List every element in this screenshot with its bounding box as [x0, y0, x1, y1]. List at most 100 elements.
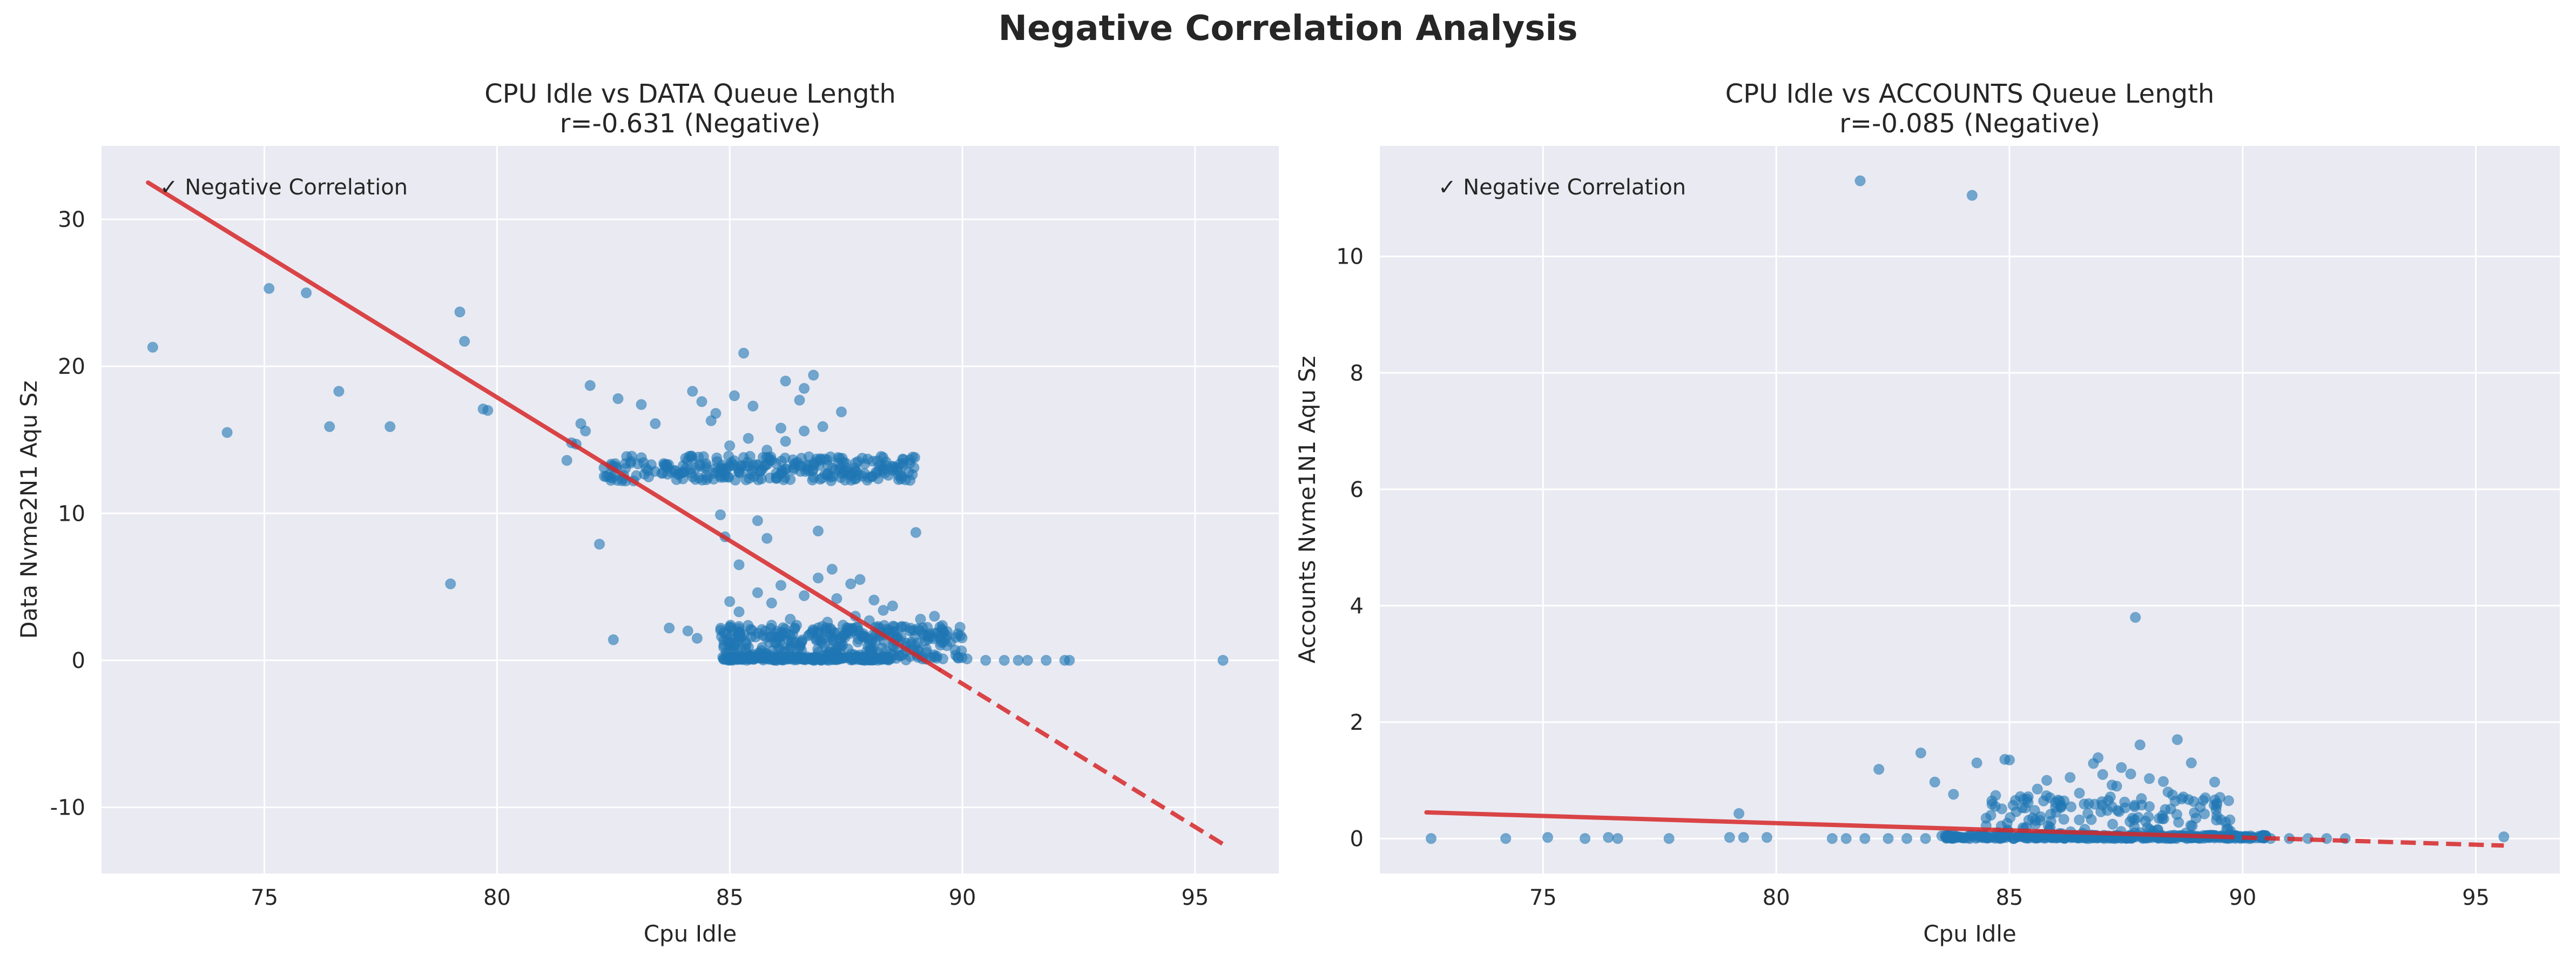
- data-point: [743, 433, 754, 444]
- data-point: [915, 613, 926, 625]
- data-point: [724, 636, 736, 648]
- data-point: [561, 455, 572, 466]
- trend-line-solid: [1424, 810, 2222, 839]
- data-point: [700, 460, 712, 472]
- data-point: [878, 465, 889, 476]
- data-point: [2173, 817, 2184, 828]
- data-point: [1064, 655, 1075, 666]
- data-point: [743, 473, 755, 484]
- y-tick-label: 10: [58, 501, 85, 526]
- data-point: [2007, 799, 2019, 811]
- data-point: [724, 440, 736, 452]
- data-point: [775, 422, 787, 434]
- data-point: [798, 382, 810, 394]
- data-point: [612, 475, 623, 486]
- data-point: [794, 651, 806, 663]
- data-point: [454, 306, 466, 318]
- data-point: [2222, 823, 2234, 835]
- x-axis-label: Cpu Idle: [644, 920, 737, 947]
- data-point: [333, 386, 345, 397]
- data-point: [1950, 831, 1961, 843]
- data-point: [727, 652, 738, 663]
- data-point: [761, 445, 773, 456]
- data-point: [2112, 805, 2123, 816]
- data-point: [2129, 801, 2140, 812]
- data-point: [928, 651, 940, 663]
- data-point: [798, 425, 810, 437]
- data-point: [594, 539, 605, 550]
- data-point: [859, 468, 871, 480]
- data-point: [780, 375, 791, 387]
- data-point: [2065, 801, 2077, 812]
- data-point: [733, 559, 745, 570]
- correlation-annotation: ✓ Negative Correlation: [1438, 175, 1686, 200]
- data-point: [789, 622, 800, 634]
- data-point: [1663, 833, 1675, 844]
- data-point: [2210, 804, 2222, 816]
- data-point: [1929, 776, 1940, 788]
- axes-background: [1380, 146, 2560, 873]
- data-point: [323, 421, 335, 433]
- data-point: [733, 606, 745, 617]
- data-point: [2051, 807, 2062, 818]
- data-point: [780, 435, 791, 447]
- data-point: [221, 427, 233, 438]
- x-tick-label: 80: [483, 885, 511, 910]
- data-point: [384, 421, 396, 433]
- data-point: [2136, 793, 2147, 804]
- data-point: [789, 458, 801, 469]
- data-point: [747, 400, 759, 412]
- data-point: [2041, 790, 2052, 802]
- data-point: [845, 578, 857, 590]
- data-point: [2125, 768, 2136, 779]
- data-point: [444, 578, 456, 590]
- x-tick-label: 85: [1995, 885, 2023, 910]
- data-point: [1761, 831, 1773, 843]
- data-point: [2199, 808, 2210, 819]
- data-point: [621, 451, 632, 462]
- data-point: [1859, 833, 1871, 844]
- trend-line-dashed: [2219, 835, 2504, 848]
- data-point: [896, 471, 908, 482]
- data-point: [2119, 796, 2130, 808]
- data-point: [812, 572, 824, 584]
- data-point: [1915, 747, 1927, 759]
- data-point: [579, 425, 591, 437]
- data-point: [608, 634, 619, 646]
- data-point: [2074, 788, 2085, 799]
- data-point: [1217, 655, 1229, 666]
- data-point: [738, 347, 750, 359]
- data-point: [752, 474, 764, 486]
- y-tick-label: 2: [1350, 710, 1364, 735]
- data-point: [811, 453, 822, 465]
- data-point: [2176, 793, 2188, 805]
- data-point: [482, 405, 494, 416]
- data-point: [896, 621, 908, 633]
- data-point: [837, 620, 849, 631]
- data-point: [693, 451, 704, 463]
- data-point: [752, 515, 764, 527]
- data-point: [752, 587, 764, 599]
- data-point: [720, 628, 732, 640]
- y-tick-label: 30: [58, 207, 85, 232]
- figure-suptitle: Negative Correlation Analysis: [999, 9, 1578, 49]
- trend-line: [146, 180, 1224, 846]
- data-point: [584, 380, 596, 391]
- data-point: [938, 627, 949, 638]
- data-point: [840, 462, 852, 474]
- data-point: [714, 509, 726, 521]
- data-point: [2162, 786, 2174, 798]
- data-point: [764, 636, 776, 648]
- data-point: [2058, 814, 2069, 825]
- data-point: [803, 465, 814, 476]
- data-point: [777, 653, 788, 664]
- y-tick-label: 6: [1350, 478, 1364, 502]
- data-point: [878, 604, 889, 616]
- data-point: [780, 464, 791, 475]
- data-point: [2073, 814, 2085, 826]
- y-tick-label: 10: [1336, 245, 1364, 270]
- data-point: [458, 335, 470, 347]
- data-point: [636, 452, 647, 463]
- data-point: [2128, 821, 2140, 832]
- data-point: [887, 600, 899, 611]
